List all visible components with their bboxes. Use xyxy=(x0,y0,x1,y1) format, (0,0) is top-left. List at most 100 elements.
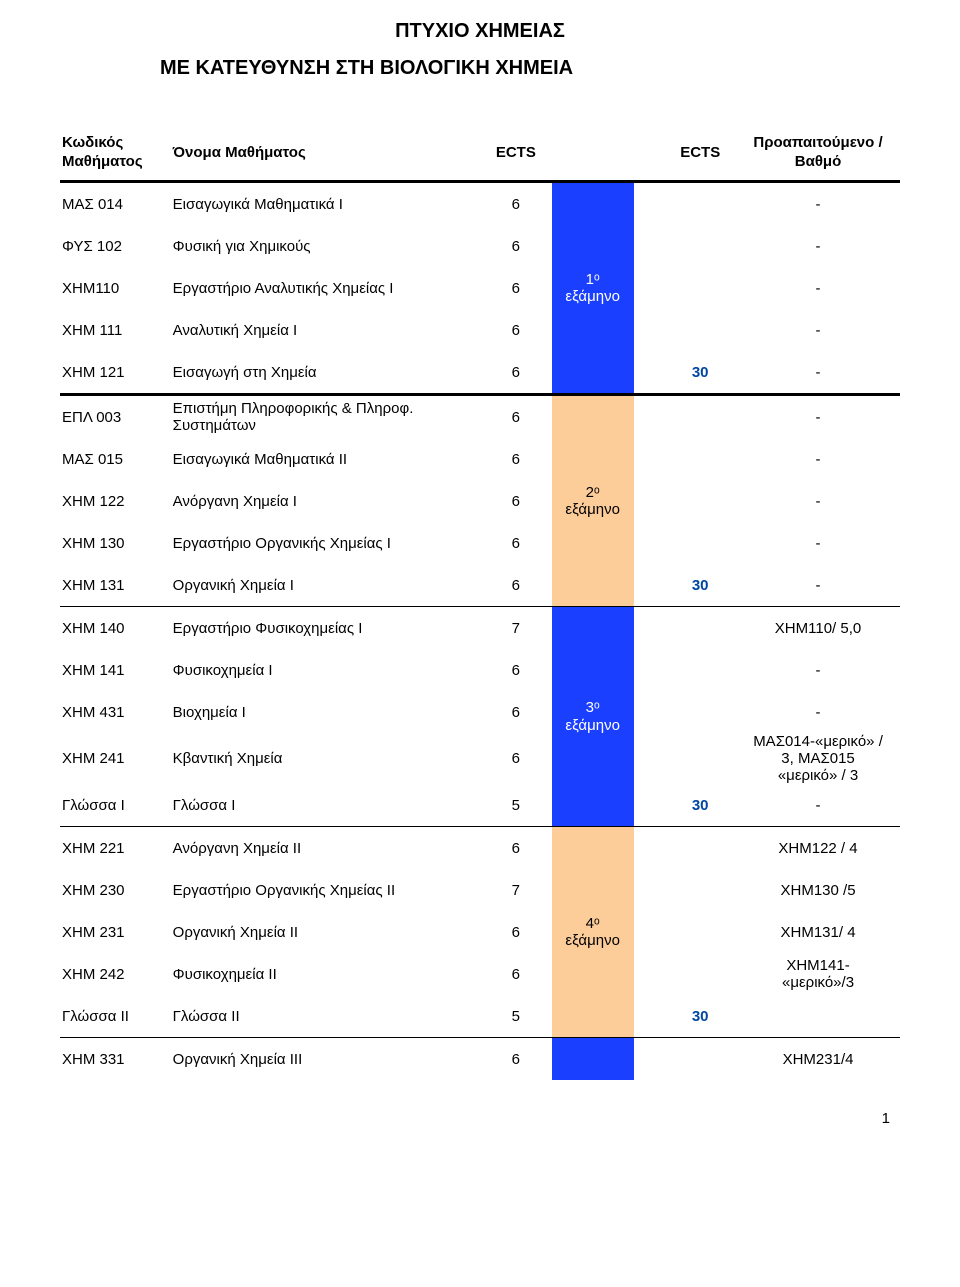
prerequisite: ΜΑΣ014-«μερικό» /3, ΜΑΣ015«μερικό» / 3 xyxy=(736,733,900,784)
spacer xyxy=(634,953,665,995)
prerequisite: - xyxy=(736,267,900,309)
spacer xyxy=(634,869,665,911)
ects-total xyxy=(664,438,736,480)
spacer xyxy=(634,522,665,564)
course-name: Φυσικοχημεία ΙΙ xyxy=(173,953,480,995)
prerequisite: - xyxy=(736,225,900,267)
course-code: ΧΗΜ 140 xyxy=(60,607,173,650)
course-ects: 6 xyxy=(480,351,552,393)
ects-total: 30 xyxy=(664,995,736,1037)
table-row: Γλώσσα ΙΙΓλώσσα ΙΙ530 xyxy=(60,995,900,1037)
course-code: ΧΗΜ 130 xyxy=(60,522,173,564)
ects-total xyxy=(664,691,736,733)
table-row: ΧΗΜ 140Εργαστήριο Φυσικοχημείας Ι73ᵒεξάμ… xyxy=(60,607,900,650)
course-name: Ανόργανη Χημεία ΙΙ xyxy=(173,827,480,870)
table-row: ΧΗΜ 130Εργαστήριο Οργανικής Χημείας Ι6- xyxy=(60,522,900,564)
course-code: ΧΗΜ 431 xyxy=(60,691,173,733)
prerequisite: ΧΗΜ231/4 xyxy=(736,1038,900,1081)
course-code: ΧΗΜ 241 xyxy=(60,733,173,784)
spacer xyxy=(634,395,665,439)
course-code: ΧΗΜ 242 xyxy=(60,953,173,995)
table-row: ΧΗΜ 230Εργαστήριο Οργανικής Χημείας ΙΙ7Χ… xyxy=(60,869,900,911)
semester-cell xyxy=(552,1038,634,1081)
ects-total xyxy=(664,225,736,267)
ects-total xyxy=(664,522,736,564)
course-code: ΧΗΜ 221 xyxy=(60,827,173,870)
course-name: Φυσικοχημεία Ι xyxy=(173,649,480,691)
course-name: Κβαντική Χημεία xyxy=(173,733,480,784)
course-name: Βιοχημεία Ι xyxy=(173,691,480,733)
prerequisite: ΧΗΜ122 / 4 xyxy=(736,827,900,870)
prerequisite: - xyxy=(736,182,900,226)
course-ects: 7 xyxy=(480,869,552,911)
header-ects-total: ECTS xyxy=(664,124,736,180)
course-ects: 6 xyxy=(480,480,552,522)
course-name: Αναλυτική Χημεία Ι xyxy=(173,309,480,351)
table-row: ΧΗΜ 431Βιοχημεία Ι6 - xyxy=(60,691,900,733)
course-ects: 6 xyxy=(480,395,552,439)
prerequisite: - xyxy=(736,522,900,564)
ects-total xyxy=(664,480,736,522)
prerequisite: ΧΗΜ130 /5 xyxy=(736,869,900,911)
spacer xyxy=(634,733,665,784)
course-code: ΜΑΣ 014 xyxy=(60,182,173,226)
prerequisite: ΧΗΜ131/ 4 xyxy=(736,911,900,953)
table-row: ΧΗΜ 122Ανόργανη Χημεία Ι6- xyxy=(60,480,900,522)
header-name: Όνομα Μαθήματος xyxy=(173,124,480,180)
course-code: ΕΠΛ 003 xyxy=(60,395,173,439)
ects-total xyxy=(664,267,736,309)
prerequisite: - xyxy=(736,691,900,733)
ects-total xyxy=(664,911,736,953)
ects-total xyxy=(664,827,736,870)
spacer xyxy=(634,267,665,309)
prerequisite: - xyxy=(736,480,900,522)
spacer xyxy=(634,438,665,480)
semester-cell: 1ᵒεξάμηνο xyxy=(552,182,634,394)
spacer xyxy=(634,911,665,953)
course-code: ΧΗΜ 131 xyxy=(60,564,173,606)
course-ects: 6 xyxy=(480,649,552,691)
course-name: Επιστήμη Πληροφορικής & Πληροφ.Συστημάτω… xyxy=(173,395,480,439)
course-name: Εργαστήριο Φυσικοχημείας Ι xyxy=(173,607,480,650)
course-ects: 6 xyxy=(480,827,552,870)
course-ects: 6 xyxy=(480,267,552,309)
header-code: ΚωδικόςΜαθήματος xyxy=(60,124,173,180)
table-row: ΧΗΜ 111Αναλυτική Χημεία Ι6- xyxy=(60,309,900,351)
course-ects: 6 xyxy=(480,438,552,480)
table-header: ΚωδικόςΜαθήματοςΌνομα ΜαθήματοςECTSECTSΠ… xyxy=(60,124,900,180)
spacer xyxy=(634,309,665,351)
table-row: ΜΑΣ 015Εισαγωγικά Μαθηματικά ΙΙ6- xyxy=(60,438,900,480)
course-name: Εργαστήριο Οργανικής Χημείας ΙΙ xyxy=(173,869,480,911)
course-code: ΧΗΜ 231 xyxy=(60,911,173,953)
spacer xyxy=(634,1038,665,1081)
course-name: Εισαγωγή στη Χημεία xyxy=(173,351,480,393)
table-row: ΧΗΜ 121Εισαγωγή στη Χημεία630- xyxy=(60,351,900,393)
spacer xyxy=(634,649,665,691)
table-row: ΜΑΣ 014Εισαγωγικά Μαθηματικά Ι61ᵒεξάμηνο… xyxy=(60,182,900,226)
prerequisite: - xyxy=(736,309,900,351)
course-ects: 6 xyxy=(480,691,552,733)
course-name: Εργαστήριο Αναλυτικής Χημείας Ι xyxy=(173,267,480,309)
spacer xyxy=(634,351,665,393)
header-ects: ECTS xyxy=(480,124,552,180)
course-ects: 6 xyxy=(480,953,552,995)
prerequisite: - xyxy=(736,395,900,439)
course-ects: 7 xyxy=(480,607,552,650)
spacer xyxy=(634,607,665,650)
course-ects: 6 xyxy=(480,564,552,606)
course-ects: 6 xyxy=(480,225,552,267)
spacer xyxy=(634,784,665,826)
prerequisite: - xyxy=(736,649,900,691)
course-name: Γλώσσα ΙΙ xyxy=(173,995,480,1037)
prerequisite xyxy=(736,995,900,1037)
prerequisite: ΧΗΜ141-«μερικό»/3 xyxy=(736,953,900,995)
semester-cell: 4ᵒεξάμηνο xyxy=(552,827,634,1038)
course-code: Γλώσσα ΙΙ xyxy=(60,995,173,1037)
course-ects: 6 xyxy=(480,182,552,226)
table-row: ΧΗΜ 141Φυσικοχημεία Ι6- xyxy=(60,649,900,691)
spacer xyxy=(634,480,665,522)
course-ects: 6 xyxy=(480,733,552,784)
course-ects: 6 xyxy=(480,1038,552,1081)
table-row: ΧΗΜ 221Ανόργανη Χημεία ΙΙ64ᵒεξάμηνοΧΗΜ12… xyxy=(60,827,900,870)
course-name: Γλώσσα Ι xyxy=(173,784,480,826)
